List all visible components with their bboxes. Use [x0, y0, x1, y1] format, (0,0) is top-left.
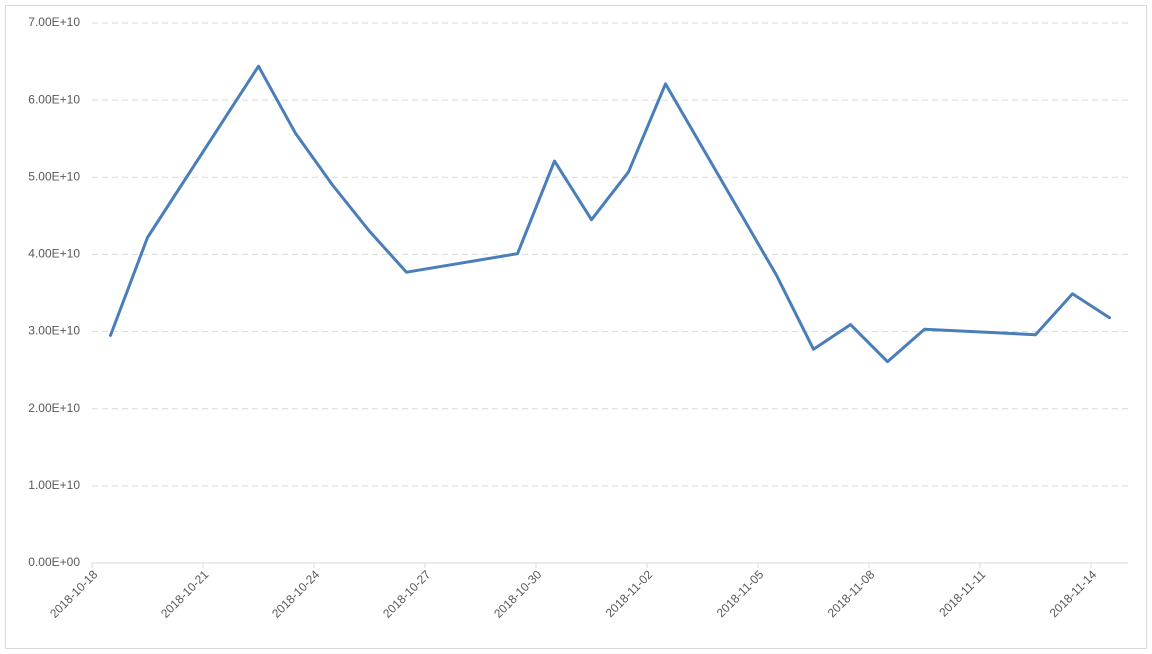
y-tick-label: 7.00E+10 [28, 15, 80, 29]
y-tick-label: 0.00E+00 [28, 555, 80, 569]
chart-border [5, 5, 1147, 649]
y-tick-label: 4.00E+10 [28, 247, 80, 261]
y-tick-label: 3.00E+10 [28, 324, 80, 338]
y-tick-label: 5.00E+10 [28, 169, 80, 183]
y-tick-label: 6.00E+10 [28, 92, 80, 106]
y-tick-label: 2.00E+10 [28, 401, 80, 415]
y-tick-label: 1.00E+10 [28, 478, 80, 492]
data-line [109, 64, 1111, 364]
